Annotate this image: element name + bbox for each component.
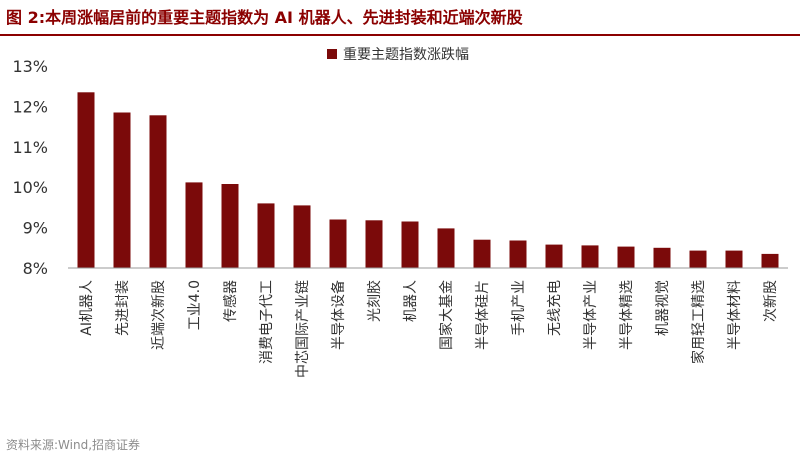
x-tick-label: 国家大基金 <box>438 280 455 350</box>
bar <box>293 205 311 268</box>
y-tick-label: 9% <box>23 219 48 238</box>
bar <box>509 240 527 268</box>
x-tick-label: 无线充电 <box>547 280 563 336</box>
bar <box>581 245 599 268</box>
x-tick-label: 半导体产业 <box>583 280 599 350</box>
x-tick-label: 中芯国际产业链 <box>295 280 311 378</box>
x-tick-label: 工业4.0 <box>187 280 203 330</box>
x-tick-label: 传感器 <box>222 280 239 322</box>
bar <box>761 253 779 268</box>
legend: 重要主题指数涨跌幅 <box>327 47 469 63</box>
y-axis: 8% 9% 10% 11% 12% 13% <box>12 57 48 278</box>
bar <box>473 239 491 268</box>
bar-chart: 重要主题指数涨跌幅 8% 9% 10% 11% 12% 13% AI机器人 先进封装 近端次新… <box>12 47 788 378</box>
y-tick-label: 12% <box>12 97 48 116</box>
bar <box>401 221 419 268</box>
bar <box>689 250 707 268</box>
bar <box>437 228 455 268</box>
x-tick-label: 半导体硅片 <box>475 280 491 350</box>
x-tick-label: 光刻胶 <box>366 280 383 322</box>
x-tick-label: 机器人 <box>403 280 419 322</box>
x-tick-label: 近端次新股 <box>151 280 167 350</box>
x-tick-label: 半导体设备 <box>330 280 347 350</box>
y-tick-label: 13% <box>12 57 48 76</box>
x-tick-label: 半导体精选 <box>619 280 635 350</box>
x-tick-label: 机器视觉 <box>655 280 671 336</box>
bar <box>653 247 671 268</box>
bar <box>149 115 167 268</box>
bar <box>617 246 635 268</box>
source-note: 资料来源:Wind,招商证券 <box>6 438 141 452</box>
x-tick-label: 次新股 <box>763 280 779 322</box>
x-tick-label: 半导体材料 <box>727 280 743 350</box>
y-tick-label: 8% <box>23 259 48 278</box>
bar <box>365 220 383 268</box>
bar <box>545 244 563 268</box>
bar <box>77 92 95 268</box>
x-tick-label: 先进封装 <box>115 280 131 336</box>
bars <box>77 92 779 268</box>
x-axis-labels: AI机器人 先进封装 近端次新股 工业4.0 传感器 消费电子代工 中芯国际产业链 半导体设备… <box>79 280 779 378</box>
bar <box>329 219 347 268</box>
x-tick-label: 消费电子代工 <box>259 280 275 364</box>
bar <box>725 250 743 268</box>
legend-swatch <box>327 49 337 59</box>
title-divider <box>0 34 800 36</box>
chart-title: 图 2:本周涨幅居前的重要主题指数为 AI 机器人、先进封装和近端次新股 <box>6 8 523 27</box>
legend-label: 重要主题指数涨跌幅 <box>343 47 469 63</box>
bar <box>221 184 239 268</box>
x-tick-label: AI机器人 <box>79 280 95 336</box>
y-tick-label: 10% <box>12 178 48 197</box>
bar <box>185 182 203 268</box>
x-tick-label: 家用轻工精选 <box>690 280 707 364</box>
x-tick-label: 手机产业 <box>511 280 527 336</box>
bar <box>113 112 131 268</box>
bar <box>257 203 275 268</box>
y-tick-label: 11% <box>12 138 48 157</box>
